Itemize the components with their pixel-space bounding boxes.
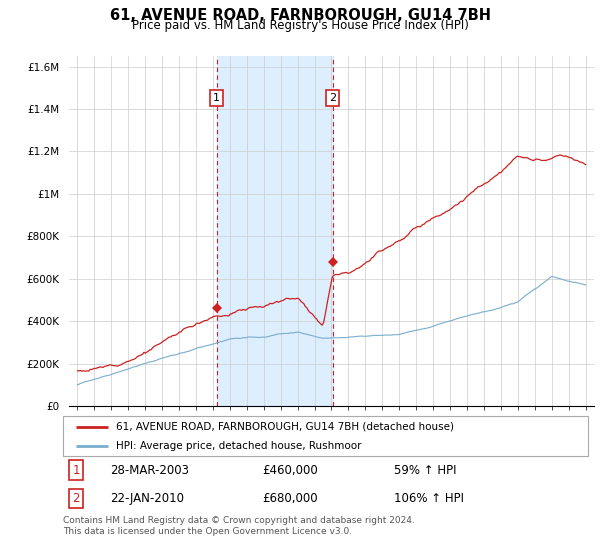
Text: HPI: Average price, detached house, Rushmoor: HPI: Average price, detached house, Rush…	[115, 441, 361, 450]
Text: 1: 1	[73, 464, 80, 477]
Text: Price paid vs. HM Land Registry's House Price Index (HPI): Price paid vs. HM Land Registry's House …	[131, 19, 469, 32]
Text: 59% ↑ HPI: 59% ↑ HPI	[394, 464, 456, 477]
Text: 61, AVENUE ROAD, FARNBOROUGH, GU14 7BH (detached house): 61, AVENUE ROAD, FARNBOROUGH, GU14 7BH (…	[115, 422, 454, 432]
Text: 2: 2	[73, 492, 80, 505]
Text: £460,000: £460,000	[263, 464, 318, 477]
Bar	[217, 56, 332, 406]
Text: £680,000: £680,000	[263, 492, 318, 505]
Text: 2: 2	[329, 93, 336, 103]
Text: 106% ↑ HPI: 106% ↑ HPI	[394, 492, 464, 505]
Text: 1: 1	[213, 93, 220, 103]
Text: 28-MAR-2003: 28-MAR-2003	[110, 464, 189, 477]
Text: Contains HM Land Registry data © Crown copyright and database right 2024.
This d: Contains HM Land Registry data © Crown c…	[63, 516, 415, 536]
Text: 22-JAN-2010: 22-JAN-2010	[110, 492, 184, 505]
Text: 61, AVENUE ROAD, FARNBOROUGH, GU14 7BH: 61, AVENUE ROAD, FARNBOROUGH, GU14 7BH	[110, 8, 491, 24]
